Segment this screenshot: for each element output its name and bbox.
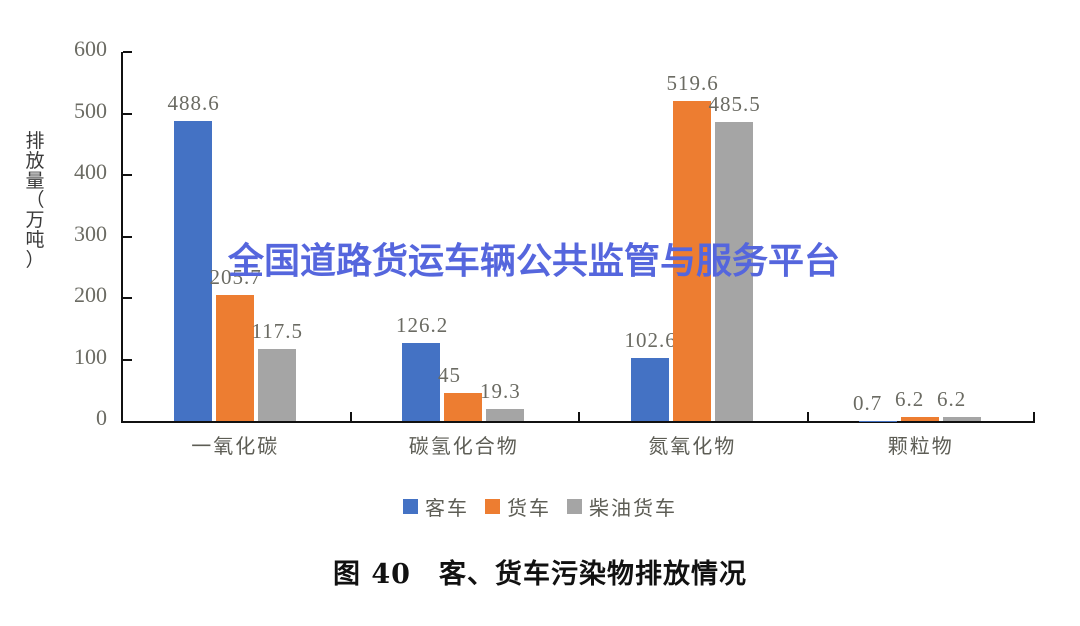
bar-货车[interactable] bbox=[901, 417, 940, 421]
legend-label: 柴油货车 bbox=[589, 496, 677, 520]
bar-柴油货车[interactable] bbox=[257, 348, 296, 421]
y-axis-tick-label: 100 bbox=[74, 343, 107, 369]
y-axis-tick bbox=[123, 297, 132, 299]
category-label-4: 颗粒物 bbox=[887, 434, 954, 458]
y-axis-tick bbox=[123, 51, 132, 53]
bar-value-label: 102.6 bbox=[624, 327, 677, 352]
bar-货车[interactable] bbox=[672, 101, 711, 421]
bar-group: 0.7 6.2 6.2 bbox=[853, 52, 982, 421]
figure-caption: 图 40 客、货车污染物排放情况 bbox=[333, 559, 747, 590]
category-label-1: 一氧化碳 bbox=[191, 434, 280, 458]
legend-swatch-icon bbox=[567, 499, 582, 514]
bar-客车[interactable] bbox=[630, 357, 669, 421]
y-axis-tick-label: 500 bbox=[74, 97, 107, 123]
category-label-3: 氮氧化物 bbox=[648, 434, 737, 458]
y-axis-tick bbox=[123, 112, 132, 115]
legend-swatch-icon bbox=[485, 499, 500, 514]
y-axis-title-c4: 万 bbox=[25, 209, 45, 231]
legend-item-客车[interactable]: 客车 bbox=[403, 492, 469, 521]
bar-value-label: 117.5 bbox=[251, 318, 304, 343]
y-axis-tick bbox=[123, 235, 132, 238]
bar-value-label: 205.7 bbox=[209, 264, 262, 289]
bar-柴油货车[interactable] bbox=[714, 122, 753, 421]
y-axis-title-c5: 吨 bbox=[25, 228, 45, 251]
bar-group: 102.6 519.6 485.5 bbox=[625, 52, 760, 421]
x-axis-end-tick bbox=[1033, 412, 1035, 421]
bar-value-label: 0.7 bbox=[853, 390, 883, 415]
chart-legend: 客车 货车 柴油货车 bbox=[0, 492, 1080, 521]
y-axis-title-c2: 量 bbox=[25, 169, 45, 192]
bar-货车[interactable] bbox=[215, 294, 254, 421]
legend-label: 客车 bbox=[425, 496, 469, 520]
legend-item-柴油货车[interactable]: 柴油货车 bbox=[567, 492, 677, 521]
bar-value-label: 126.2 bbox=[396, 313, 449, 338]
bar-value-label: 6.2 bbox=[895, 387, 925, 412]
bar-value-label: 19.3 bbox=[480, 379, 521, 404]
y-axis-tick-label: 200 bbox=[74, 282, 107, 307]
bar-value-label: 488.6 bbox=[167, 90, 220, 115]
x-axis-tick bbox=[806, 412, 809, 421]
bar-group: 488.6 205.7 117.5 bbox=[168, 52, 302, 421]
bar-value-label: 6.2 bbox=[937, 387, 967, 412]
x-axis-line bbox=[121, 421, 1035, 423]
y-axis-title-c6: ） bbox=[25, 248, 45, 271]
y-axis-tick-label: 600 bbox=[74, 36, 107, 61]
y-axis-title: 排 放 量 （ 万 吨 ） bbox=[18, 130, 52, 271]
plot-area: 0 100 200 300 400 500 600 488.6 205.7 117.5 126.2… bbox=[74, 36, 1035, 430]
y-axis-tick bbox=[123, 174, 132, 176]
bar-value-label: 485.5 bbox=[708, 92, 761, 117]
y-axis-tick-label: 300 bbox=[74, 220, 107, 246]
legend-label: 货车 bbox=[507, 496, 551, 520]
y-axis-title-c3: （ bbox=[25, 189, 45, 212]
bar-value-label: 519.6 bbox=[666, 71, 719, 96]
y-axis-title-c1: 放 bbox=[25, 149, 45, 172]
bar-客车[interactable] bbox=[402, 343, 441, 421]
y-axis-tick bbox=[123, 358, 132, 361]
y-axis-tick-label: 400 bbox=[74, 159, 107, 184]
bar-柴油货车[interactable] bbox=[486, 409, 525, 421]
category-label-2: 碳氢化合物 bbox=[408, 434, 519, 458]
bar-货车[interactable] bbox=[444, 393, 483, 421]
x-axis-tick bbox=[349, 412, 352, 421]
y-axis-tick-label: 0 bbox=[96, 405, 107, 430]
bar-柴油货车[interactable] bbox=[943, 417, 982, 421]
x-axis-tick bbox=[578, 412, 580, 421]
bar-group: 126.2 45 19.3 bbox=[396, 52, 525, 421]
bar-客车[interactable] bbox=[173, 120, 212, 421]
y-axis-title-c0: 排 bbox=[25, 130, 45, 152]
bar-value-label: 45 bbox=[438, 363, 462, 388]
legend-item-货车[interactable]: 货车 bbox=[485, 492, 551, 521]
y-axis-line bbox=[121, 52, 123, 423]
legend-swatch-icon bbox=[403, 499, 418, 514]
